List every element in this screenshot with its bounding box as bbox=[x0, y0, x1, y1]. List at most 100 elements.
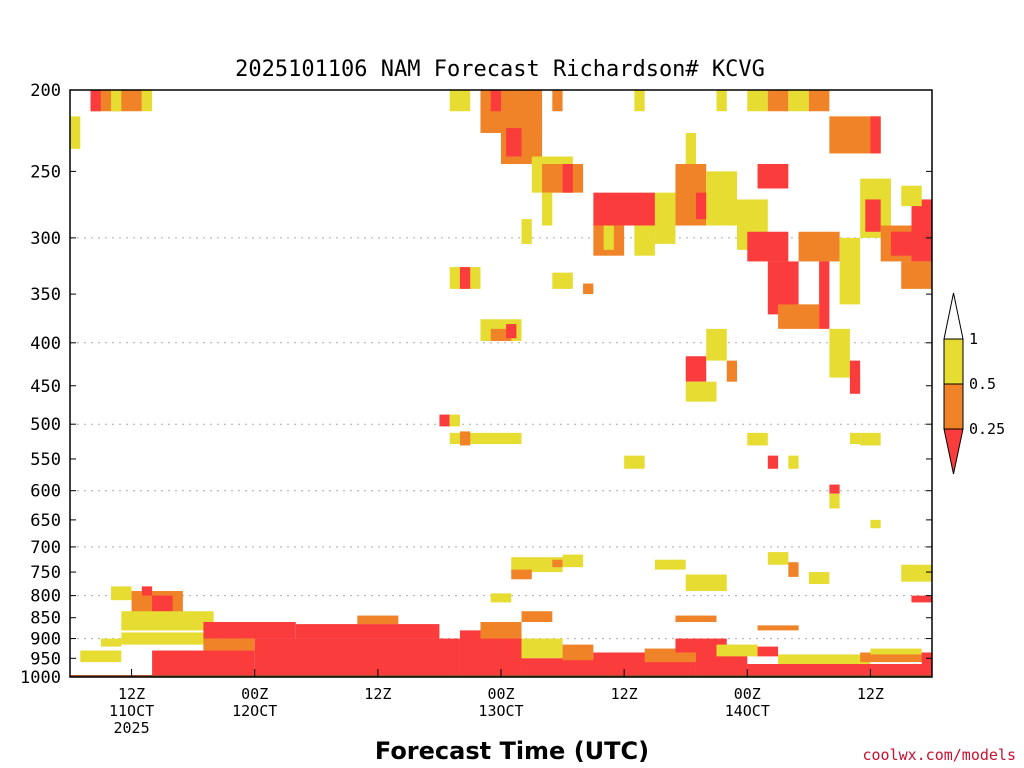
data-cell-51 bbox=[459, 267, 471, 289]
data-cell-111 bbox=[695, 652, 748, 676]
data-cell-93 bbox=[675, 615, 717, 622]
x-tick-label-1-0: 00Z bbox=[241, 685, 268, 703]
data-cell-105 bbox=[521, 638, 563, 659]
y-tick-label-850: 850 bbox=[30, 609, 61, 629]
data-cell-98 bbox=[203, 638, 255, 651]
data-cell-52 bbox=[552, 272, 573, 289]
data-cell-115 bbox=[778, 654, 871, 665]
data-cell-53 bbox=[521, 219, 532, 244]
data-cell-58 bbox=[685, 381, 717, 402]
data-cell-62 bbox=[449, 414, 460, 427]
data-cell-27 bbox=[747, 90, 768, 112]
data-cell-39 bbox=[819, 261, 830, 329]
data-cell-70 bbox=[788, 455, 799, 469]
data-cell-18 bbox=[603, 225, 614, 250]
credit-link[interactable]: coolwx.com/models bbox=[862, 746, 1016, 764]
data-cell-20 bbox=[583, 283, 594, 295]
y-tick-label-900: 900 bbox=[30, 630, 61, 650]
data-cell-66 bbox=[849, 432, 861, 445]
y-tick-label-550: 550 bbox=[30, 450, 61, 470]
data-cell-96 bbox=[121, 632, 214, 645]
data-cell-32 bbox=[870, 116, 881, 154]
x-tick-label-4-0: 12Z bbox=[611, 685, 638, 703]
data-cell-48 bbox=[901, 261, 932, 289]
data-cell-42 bbox=[849, 360, 861, 394]
data-cell-77 bbox=[511, 569, 532, 580]
data-cell-44 bbox=[865, 199, 881, 232]
data-cell-79 bbox=[685, 574, 727, 592]
data-cell-47 bbox=[911, 199, 932, 262]
data-cell-2 bbox=[111, 90, 122, 112]
data-cell-82 bbox=[808, 572, 830, 585]
data-cell-4 bbox=[70, 116, 81, 149]
data-cell-116 bbox=[860, 652, 932, 663]
data-cell-16 bbox=[654, 192, 676, 244]
x-tick-label-3-0: 00Z bbox=[487, 685, 514, 703]
data-cell-95 bbox=[80, 650, 122, 663]
y-tick-label-750: 750 bbox=[30, 563, 61, 583]
y-tick-label-800: 800 bbox=[30, 587, 61, 607]
data-cell-57 bbox=[685, 356, 707, 382]
legend-label-2: 0.25 bbox=[969, 420, 1005, 438]
legend-swatch-bottom bbox=[943, 428, 964, 475]
data-cell-74 bbox=[511, 557, 563, 573]
x-tick-label-0-2: 2025 bbox=[114, 719, 150, 737]
data-cell-107 bbox=[562, 644, 594, 661]
y-tick-label-250: 250 bbox=[30, 162, 61, 182]
data-cell-113 bbox=[747, 664, 932, 676]
data-cell-85 bbox=[111, 586, 132, 601]
data-cell-117 bbox=[870, 648, 922, 655]
data-cell-9 bbox=[506, 128, 522, 157]
data-cell-25 bbox=[685, 132, 696, 165]
y-tick-label-1000: 1000 bbox=[20, 668, 61, 688]
data-cell-83 bbox=[901, 564, 932, 582]
x-tick-label-3-1: 13OCT bbox=[478, 702, 523, 720]
data-cell-12 bbox=[562, 164, 573, 193]
x-tick-label-1-1: 12OCT bbox=[232, 702, 277, 720]
data-cell-46 bbox=[890, 231, 912, 256]
data-cell-72 bbox=[829, 493, 840, 509]
y-tick-label-400: 400 bbox=[30, 334, 61, 354]
data-cell-63 bbox=[449, 432, 522, 445]
data-cell-102 bbox=[357, 615, 399, 625]
legend-label-0: 1 bbox=[969, 330, 978, 348]
data-cells bbox=[70, 90, 932, 676]
data-cell-61 bbox=[439, 414, 450, 427]
legend-swatch-yellow bbox=[943, 338, 964, 385]
data-cell-15 bbox=[593, 192, 655, 226]
data-cell-35 bbox=[747, 231, 789, 262]
data-cell-1 bbox=[90, 90, 101, 112]
data-cell-106 bbox=[521, 658, 604, 676]
data-cell-68 bbox=[624, 455, 645, 469]
data-cell-38 bbox=[798, 231, 840, 262]
y-tick-label-300: 300 bbox=[30, 229, 61, 249]
data-cell-114 bbox=[757, 646, 779, 657]
y-tick-label-600: 600 bbox=[30, 482, 61, 502]
data-cell-80 bbox=[767, 552, 789, 565]
data-cell-84 bbox=[911, 595, 932, 603]
legend-swatch-orange bbox=[943, 383, 964, 430]
data-cell-99 bbox=[152, 650, 255, 676]
data-cell-64 bbox=[459, 431, 471, 446]
y-tick-label-950: 950 bbox=[30, 649, 61, 669]
y-tick-label-700: 700 bbox=[30, 538, 61, 558]
data-cell-76 bbox=[552, 559, 563, 568]
data-cell-21 bbox=[634, 90, 645, 112]
y-tick-label-350: 350 bbox=[30, 285, 61, 305]
data-cell-71 bbox=[829, 484, 840, 494]
data-cell-81 bbox=[788, 562, 799, 577]
data-cell-69 bbox=[767, 455, 779, 469]
data-cell-92 bbox=[521, 611, 553, 622]
data-cell-19 bbox=[634, 225, 655, 256]
data-cell-65 bbox=[747, 432, 768, 446]
data-cell-75 bbox=[562, 554, 584, 568]
x-tick-label-5-1: 14OCT bbox=[725, 702, 770, 720]
chart-title: 2025101106 NAM Forecast Richardson# KCVG bbox=[235, 57, 765, 82]
x-tick-label-0-1: 11OCT bbox=[109, 702, 154, 720]
data-cell-56 bbox=[506, 324, 517, 339]
data-cell-30 bbox=[808, 90, 830, 112]
data-cell-89 bbox=[121, 611, 214, 631]
data-cell-37 bbox=[778, 304, 820, 329]
data-cell-67 bbox=[860, 432, 881, 446]
